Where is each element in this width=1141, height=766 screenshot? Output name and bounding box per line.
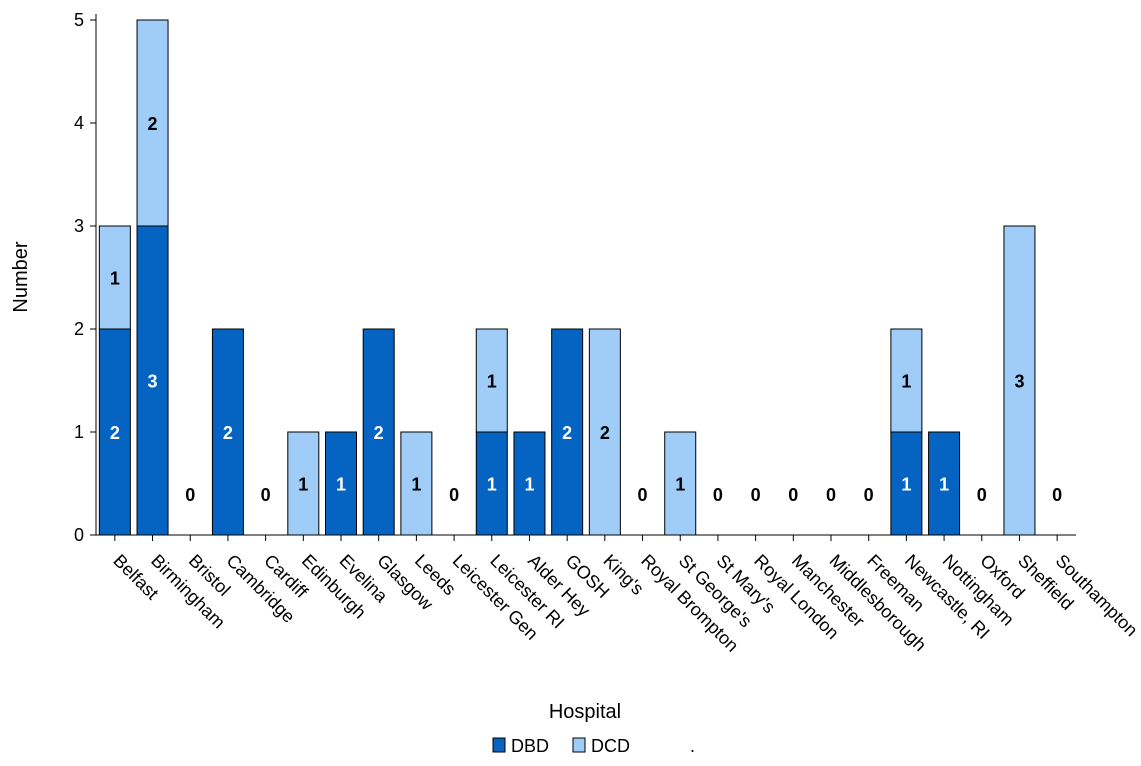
data-label-dcd: 2 [148,114,158,134]
data-label-zero: 0 [449,485,459,505]
bar-dbd [362,328,395,536]
legend-swatch-dbd [492,737,506,753]
y-tick-label: 0 [74,525,84,545]
data-label-dcd: 2 [600,423,610,443]
bar-dcd [136,19,169,227]
data-label-dbd: 2 [223,423,233,443]
data-label-dbd: 1 [336,475,346,495]
data-label-dbd: 1 [524,475,534,495]
bar-dbd [98,328,131,536]
x-axis-title: Hospital [549,701,621,723]
data-label-zero: 0 [261,485,271,505]
legend-label-dbd: DBD [511,736,549,756]
legend-label-dcd: DCD [591,736,630,756]
data-label-dbd: 1 [487,475,497,495]
data-label-dcd: 1 [110,269,120,289]
data-label-zero: 0 [1052,485,1062,505]
data-label-zero: 0 [864,485,874,505]
bar-dcd [588,328,621,536]
data-label-dbd: 2 [374,423,384,443]
data-label-zero: 0 [185,485,195,505]
bar-dbd [513,431,546,536]
legend-swatch-dcd [572,737,586,753]
legend-suffix: . [690,736,695,756]
y-tick-label: 1 [74,422,84,442]
bar-dbd [890,431,923,536]
y-tick-label: 5 [74,10,84,30]
plot-area: 2 1 3 2 0 2 0 1 1 2 1 0 1 1 1 2 2 0 1 0 0 0 0 0 1 1 1 0 3 0 [98,19,1062,536]
data-label-dcd: 1 [675,475,685,495]
legend: DBD DCD. [492,736,695,756]
data-label-dcd: 1 [411,475,421,495]
data-label-dcd: 1 [487,372,497,392]
data-label-dcd: 1 [298,475,308,495]
y-tick-label: 4 [74,113,84,133]
data-label-zero: 0 [751,485,761,505]
data-label-zero: 0 [826,485,836,505]
data-label-dcd: 3 [1014,372,1024,392]
bar-dcd [98,225,131,330]
data-label-zero: 0 [788,485,798,505]
y-tick-label: 2 [74,319,84,339]
y-axis: 0 1 2 3 4 5 [74,10,97,545]
data-label-dbd: 1 [901,475,911,495]
data-label-zero: 0 [713,485,723,505]
bar-dcd [475,328,508,433]
data-label-dbd: 3 [148,372,158,392]
y-tick-label: 3 [74,216,84,236]
x-axis: BelfastBirminghamBristolCambridgeCardiff… [96,534,1141,656]
bar-dcd [1003,225,1036,536]
data-label-zero: 0 [977,485,987,505]
y-axis-title: Number [10,241,32,312]
data-label-dbd: 1 [939,475,949,495]
data-label-dbd: 2 [562,423,572,443]
bar-dcd [287,431,320,536]
data-label-zero: 0 [638,485,648,505]
data-label-dcd: 1 [901,372,911,392]
bar-dbd [475,431,508,536]
bar-dcd [890,328,923,433]
bar-dbd [928,431,961,536]
data-label-dbd: 2 [110,423,120,443]
